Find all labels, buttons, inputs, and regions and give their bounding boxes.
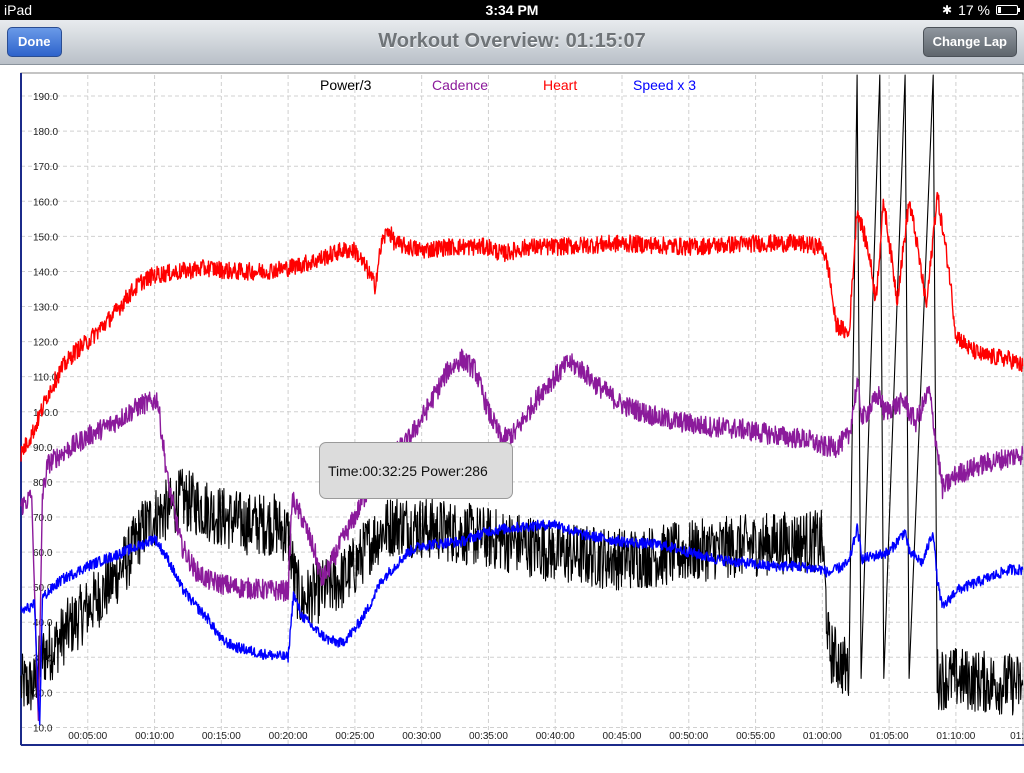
x-tick-label: 01:15 (1010, 731, 1024, 742)
y-tick-label: 100.0 (33, 408, 58, 419)
x-tick-label: 01:00:00 (803, 731, 842, 742)
tooltip-text: Time:00:32:25 Power:286 (328, 462, 488, 479)
y-tick-label: 90.0 (33, 443, 53, 454)
x-tick-label: 00:05:00 (68, 731, 107, 742)
x-tick-label: 00:55:00 (736, 731, 775, 742)
series-line-cadence (20, 348, 1024, 722)
bluetooth-icon: ✱ (942, 3, 953, 17)
legend-entry-power-3: Power/3 (320, 77, 372, 93)
y-tick-label: 130.0 (33, 303, 58, 314)
y-tick-label: 140.0 (33, 267, 58, 278)
y-tick-label: 20.0 (33, 688, 53, 699)
x-tick-label: 00:15:00 (202, 731, 241, 742)
y-tick-label: 70.0 (33, 513, 53, 524)
legend-entry-cadence: Cadence (432, 77, 488, 93)
x-tick-label: 01:05:00 (870, 731, 909, 742)
x-tick-label: 00:50:00 (669, 731, 708, 742)
x-tick-label: 00:40:00 (536, 731, 575, 742)
legend-entry-heart: Heart (543, 77, 577, 93)
status-bar: iPad 3:34 PM ✱ 17 % (0, 0, 1024, 20)
workout-chart-area[interactable]: 10.0 20.0 30.0 40.0 50.0 60.0 70.0 80.0 90.0 100.… (0, 65, 1024, 768)
y-tick-label: 160.0 (33, 197, 58, 208)
change-lap-button[interactable]: Change Lap (922, 27, 1017, 57)
series-line-heart (20, 191, 1024, 462)
y-tick-label: 110.0 (33, 373, 58, 384)
workout-chart[interactable]: 10.020.030.040.050.060.070.080.090.0100.… (0, 65, 1024, 768)
device-name: iPad (4, 2, 33, 18)
legend-entry-speed-x-3: Speed x 3 (633, 77, 696, 93)
x-tick-label: 00:45:00 (603, 731, 642, 742)
page-title: Workout Overview: 01:15:07 (378, 30, 646, 52)
x-tick-label: 00:35:00 (469, 731, 508, 742)
navigation-bar: Done Workout Overview: 01:15:07 Change L… (0, 20, 1024, 65)
y-tick-label: 10.0 (33, 723, 53, 734)
y-tick-label: 40.0 (33, 618, 53, 629)
x-tick-label: 00:10:00 (135, 731, 174, 742)
y-tick-label: 60.0 (33, 548, 53, 559)
y-tick-label: 180.0 (33, 127, 58, 138)
done-button[interactable]: Done (7, 27, 62, 57)
x-tick-label: 00:30:00 (402, 731, 441, 742)
series-line-power-3 (20, 74, 1024, 716)
battery-percent: 17 % (958, 2, 990, 18)
y-tick-label: 190.0 (33, 92, 58, 103)
y-tick-label: 50.0 (33, 583, 53, 594)
battery-icon (996, 5, 1020, 15)
y-tick-label: 170.0 (33, 162, 58, 173)
x-tick-label: 01:10:00 (936, 731, 975, 742)
y-tick-label: 150.0 (33, 232, 58, 243)
x-tick-label: 00:20:00 (269, 731, 308, 742)
plot-frame (20, 72, 1024, 746)
status-right: ✱ 17 % (942, 2, 1020, 18)
series-line-speed-x-3 (20, 519, 1024, 726)
battery-fill (998, 7, 1002, 13)
status-time: 3:34 PM (485, 2, 539, 18)
y-tick-label: 120.0 (33, 338, 58, 349)
chart-tooltip: Time:00:32:25 Power:286 (319, 442, 513, 499)
x-tick-label: 00:25:00 (335, 731, 374, 742)
